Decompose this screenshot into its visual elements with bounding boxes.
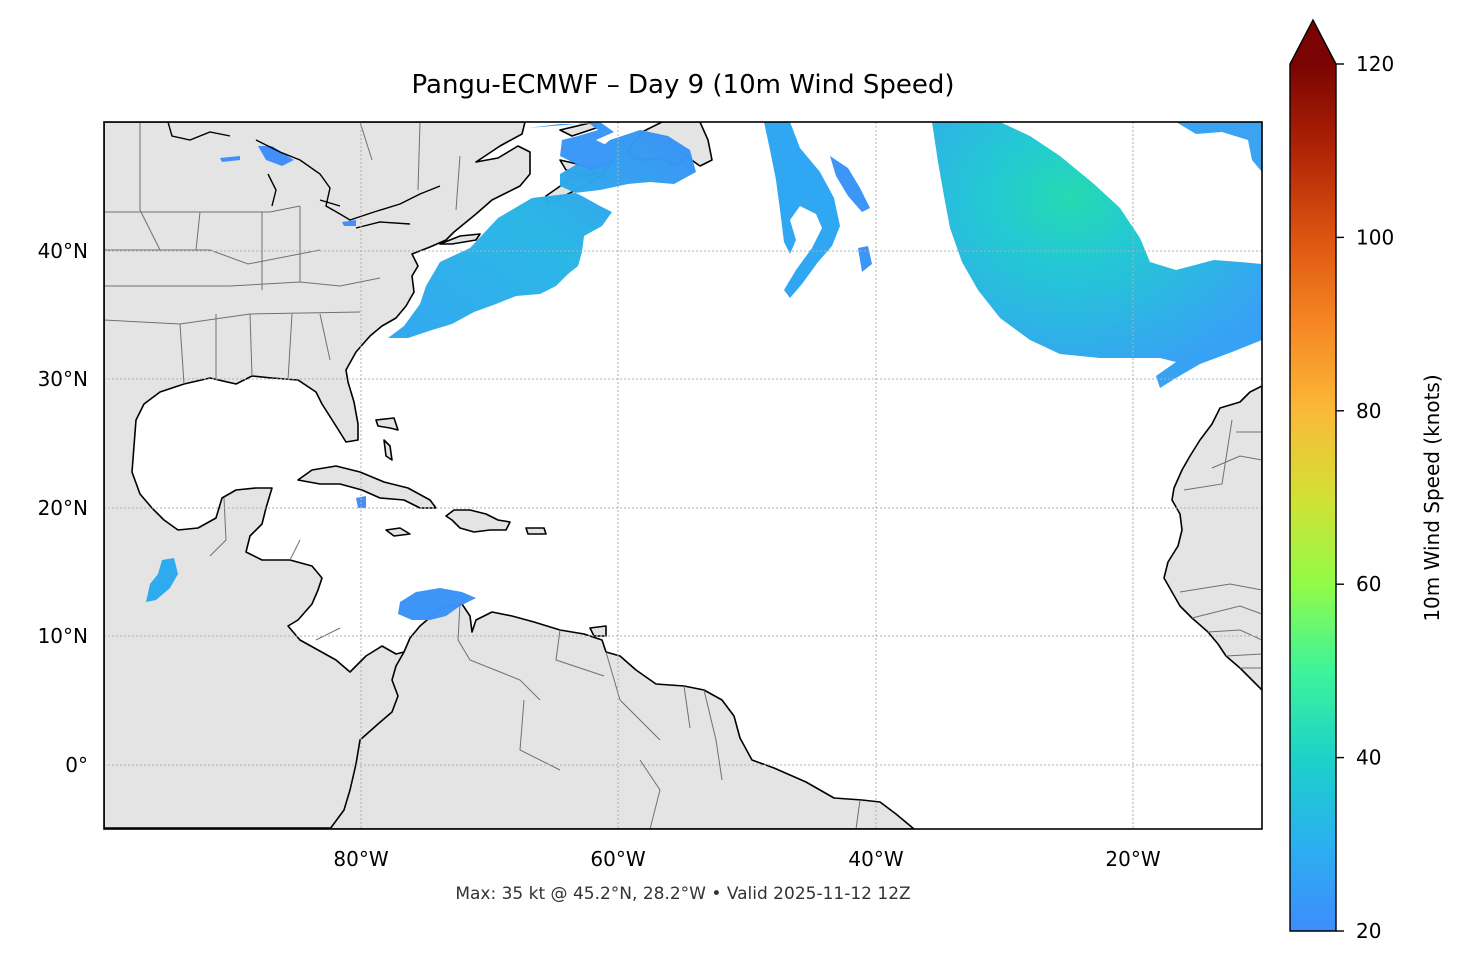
lon-tick-label: 60°W bbox=[590, 847, 645, 871]
wind-region-tehuantepec bbox=[146, 558, 178, 602]
lat-tick-label: 40°N bbox=[38, 239, 88, 263]
hispaniola-land bbox=[445, 509, 511, 533]
colorbar-extend-arrow bbox=[1290, 20, 1336, 64]
wind-region-us-coast bbox=[388, 130, 696, 338]
great-lakes bbox=[167, 122, 441, 229]
wind-region-ne-atlantic bbox=[932, 122, 1262, 388]
colorbar-tick-label: 80 bbox=[1356, 399, 1381, 423]
south-america-land bbox=[329, 603, 915, 829]
wind-region-ne-arm bbox=[1176, 122, 1262, 172]
colorbar-tick-label: 40 bbox=[1356, 746, 1381, 770]
colorbar-tick-label: 120 bbox=[1356, 52, 1394, 76]
colorbar-outline bbox=[1289, 18, 1337, 932]
lat-tick-label: 10°N bbox=[38, 624, 88, 648]
gridlines bbox=[104, 122, 1262, 829]
jamaica-land bbox=[385, 527, 411, 537]
lon-tick-labels: 80°W 60°W 40°W 20°W bbox=[333, 847, 1160, 871]
wind-shading-layer bbox=[146, 122, 1262, 620]
map-title: Pangu-ECMWF – Day 9 (10m Wind Speed) bbox=[411, 70, 955, 100]
long-island-land bbox=[439, 233, 481, 245]
lat-tick-label: 0° bbox=[65, 753, 88, 777]
bahamas-land bbox=[375, 417, 399, 461]
wind-region-central-streak-b bbox=[830, 156, 872, 272]
map-frame bbox=[103, 121, 1263, 830]
colorbar-ticks: 120 100 80 60 40 20 bbox=[1336, 52, 1394, 943]
lat-tick-label: 20°N bbox=[38, 496, 88, 520]
colorbar-tick-label: 100 bbox=[1356, 225, 1394, 249]
max-wind-footer: Max: 35 kt @ 45.2°N, 28.2°W • Valid 2025… bbox=[455, 884, 911, 904]
colorbar-gradient bbox=[1290, 64, 1336, 931]
lon-tick-label: 40°W bbox=[848, 847, 903, 871]
lon-tick-label: 20°W bbox=[1105, 847, 1160, 871]
lat-tick-label: 30°N bbox=[38, 367, 88, 391]
border-lines bbox=[104, 122, 1262, 829]
colorbar: 120 100 80 60 40 20 bbox=[1289, 18, 1394, 943]
lat-tick-labels: 40°N 30°N 20°N 10°N 0° bbox=[38, 239, 88, 777]
puerto-rico-land bbox=[525, 527, 547, 535]
trinidad-land bbox=[589, 625, 607, 637]
colorbar-tick-label: 20 bbox=[1356, 919, 1381, 943]
wind-region-caribbean bbox=[398, 588, 476, 620]
wind-region-central-streak bbox=[764, 122, 840, 298]
wind-region-newfoundland bbox=[528, 122, 616, 170]
colorbar-tick-label: 60 bbox=[1356, 572, 1381, 596]
colorbar-label: 10m Wind Speed (knots) bbox=[1420, 374, 1444, 622]
lon-tick-label: 80°W bbox=[333, 847, 388, 871]
